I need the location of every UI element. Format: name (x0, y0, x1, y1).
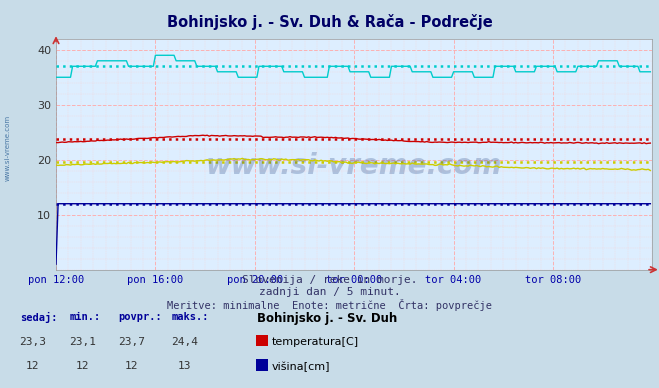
Text: 23,7: 23,7 (119, 337, 145, 347)
Text: višina[cm]: višina[cm] (272, 361, 330, 372)
Text: 13: 13 (178, 361, 191, 371)
Text: 12: 12 (76, 361, 89, 371)
Text: 23,1: 23,1 (69, 337, 96, 347)
Text: 12: 12 (125, 361, 138, 371)
Text: sedaj:: sedaj: (20, 312, 57, 323)
Text: min.:: min.: (69, 312, 100, 322)
Text: Meritve: minimalne  Enote: metrične  Črta: povprečje: Meritve: minimalne Enote: metrične Črta:… (167, 299, 492, 311)
Text: temperatura[C]: temperatura[C] (272, 337, 358, 347)
Text: Bohinjsko j. - Sv. Duh: Bohinjsko j. - Sv. Duh (257, 312, 397, 326)
Text: 23,3: 23,3 (20, 337, 46, 347)
Text: Bohinjsko j. - Sv. Duh & Rača - Podrečje: Bohinjsko j. - Sv. Duh & Rača - Podrečje (167, 14, 492, 29)
Text: www.si-vreme.com: www.si-vreme.com (5, 114, 11, 180)
Text: maks.:: maks.: (171, 312, 209, 322)
Text: zadnji dan / 5 minut.: zadnji dan / 5 minut. (258, 287, 401, 297)
Text: Slovenija / reke in morje.: Slovenija / reke in morje. (242, 275, 417, 286)
Text: 12: 12 (26, 361, 40, 371)
Text: povpr.:: povpr.: (119, 312, 162, 322)
Text: 24,4: 24,4 (171, 337, 198, 347)
Text: www.si-vreme.com: www.si-vreme.com (206, 152, 502, 180)
